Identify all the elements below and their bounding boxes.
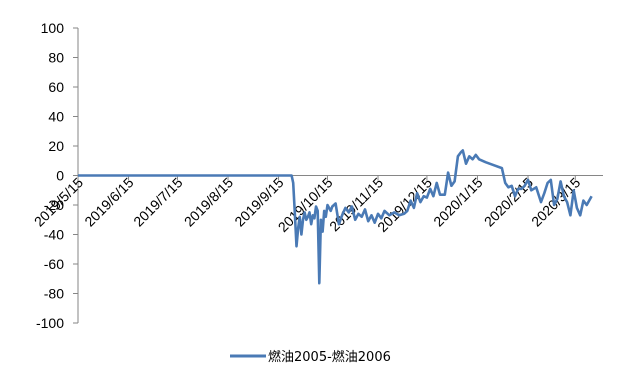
x-tick-label: 2019/8/15: [181, 174, 237, 230]
legend: 燃油2005-燃油2006: [230, 349, 391, 365]
y-tick-label: -100: [36, 315, 64, 331]
legend-entry-label: 燃油2005-燃油2006: [268, 349, 391, 365]
y-tick-label: 100: [41, 20, 65, 36]
y-tick-label: -80: [44, 286, 64, 302]
y-tick-label: -60: [44, 256, 64, 272]
y-tick-label: 80: [48, 50, 64, 66]
x-tick-label: 2019/6/15: [81, 174, 137, 230]
x-tick-labels: 2019/5/152019/6/152019/7/152019/8/152019…: [31, 174, 584, 235]
x-tick-label: 2019/7/15: [130, 174, 186, 230]
y-tick-label: 40: [48, 109, 64, 125]
y-tick-label: -40: [44, 227, 64, 243]
y-tick-label: 60: [48, 79, 64, 95]
x-tick-label: 2020/1/15: [430, 174, 486, 230]
y-tick-label: 0: [56, 168, 64, 184]
y-tick-label: 20: [48, 138, 64, 154]
